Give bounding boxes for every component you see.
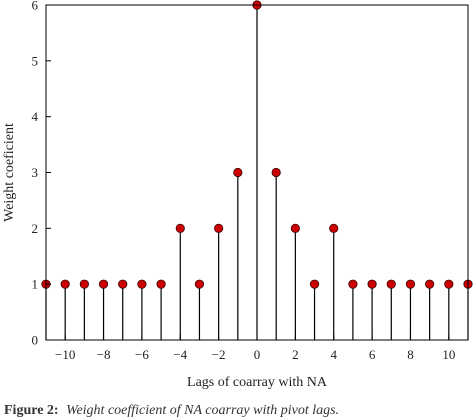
stem-marker (60, 279, 70, 289)
stem-marker (156, 279, 166, 289)
x-tick-label: 2 (292, 347, 299, 362)
x-tick-label: −6 (135, 347, 149, 362)
x-tick-label: −4 (173, 347, 187, 362)
x-tick-label: 10 (442, 347, 455, 362)
y-tick-label: 0 (32, 333, 39, 348)
x-tick-label: 8 (407, 347, 414, 362)
x-tick-label: −8 (97, 347, 111, 362)
x-tick-label: −2 (212, 347, 226, 362)
stem-marker (233, 167, 243, 178)
stem-marker (348, 279, 358, 289)
stem-marker (98, 279, 109, 289)
stem-marker (214, 223, 224, 233)
stem-marker (386, 279, 396, 289)
x-tick-label: 0 (254, 347, 261, 362)
y-tick-label: 2 (32, 221, 39, 236)
y-axis-label: Weight coeficient (2, 123, 17, 222)
figure-caption-text: Weight coefficient of NA coarray with pi… (66, 403, 340, 418)
figure-caption-label: Figure 2: (4, 403, 59, 418)
y-tick-label: 1 (32, 277, 39, 292)
stem-marker (79, 279, 89, 289)
x-tick-label: −10 (55, 347, 75, 362)
y-tick-label: 6 (32, 0, 39, 13)
x-tick-label: 6 (369, 347, 376, 362)
y-tick-label: 5 (32, 53, 39, 68)
stem-marker (425, 279, 435, 289)
stem-marker (118, 279, 128, 289)
x-tick-label: 4 (330, 347, 337, 362)
stem-marker (194, 279, 205, 289)
x-axis-ticks: −10 −8 −6 −4 −2 0 2 4 6 8 10 (55, 335, 455, 362)
stem-marker (309, 279, 320, 289)
y-tick-label: 3 (32, 165, 39, 180)
y-tick-label: 4 (32, 109, 39, 124)
stems-layer (45, 5, 469, 340)
stem-marker (290, 223, 300, 233)
stem-marker (444, 279, 454, 289)
figure-caption: Figure 2: Weight coefficient of NA coarr… (4, 403, 339, 419)
y-axis-ticks: 0 1 2 3 4 5 6 (32, 0, 51, 348)
stem-marker (175, 223, 185, 233)
x-axis-label: Lags of coarray with NA (187, 375, 328, 390)
stem-marker (329, 223, 339, 233)
markers-layer (41, 0, 473, 289)
stem-marker (405, 279, 416, 289)
stem-marker (137, 279, 147, 289)
stem-marker (367, 279, 377, 289)
stem-marker (271, 167, 281, 178)
